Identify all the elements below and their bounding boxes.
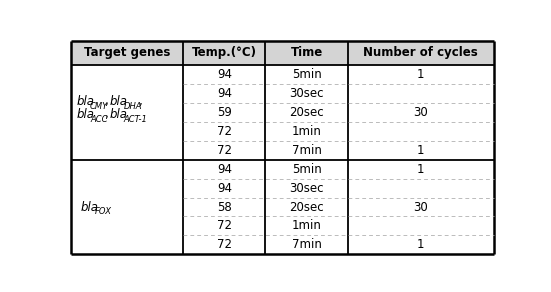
Text: 5min: 5min xyxy=(292,163,322,176)
Text: FOX: FOX xyxy=(94,207,111,216)
Text: 58: 58 xyxy=(217,201,231,213)
Text: 1: 1 xyxy=(417,163,425,176)
Text: 1min: 1min xyxy=(292,125,322,138)
Text: ,: , xyxy=(138,95,142,108)
Text: 94: 94 xyxy=(217,87,232,100)
Text: 94: 94 xyxy=(217,182,232,194)
Text: bla: bla xyxy=(80,201,99,213)
Text: 30sec: 30sec xyxy=(289,87,324,100)
Text: 30sec: 30sec xyxy=(289,182,324,194)
Text: 72: 72 xyxy=(217,238,232,251)
Text: ,: , xyxy=(104,95,108,108)
Text: Temp.(°C): Temp.(°C) xyxy=(192,46,257,60)
Text: 7min: 7min xyxy=(292,144,322,157)
Text: 5min: 5min xyxy=(292,68,322,81)
Text: 72: 72 xyxy=(217,219,232,232)
Text: ,: , xyxy=(104,108,107,121)
Text: 20sec: 20sec xyxy=(289,201,324,213)
Text: 94: 94 xyxy=(217,163,232,176)
Text: 7min: 7min xyxy=(292,238,322,251)
Text: 59: 59 xyxy=(217,106,232,119)
Text: bla: bla xyxy=(76,95,94,108)
Text: 30: 30 xyxy=(413,106,428,119)
Text: ACC: ACC xyxy=(90,115,107,124)
Bar xyxy=(71,41,494,65)
Text: Time: Time xyxy=(290,46,323,60)
Text: 20sec: 20sec xyxy=(289,106,324,119)
Text: DHA: DHA xyxy=(123,102,142,111)
Text: 72: 72 xyxy=(217,144,232,157)
Text: ACT-1: ACT-1 xyxy=(123,115,147,124)
Text: 1min: 1min xyxy=(292,219,322,232)
Text: 30: 30 xyxy=(413,201,428,213)
Text: CMY: CMY xyxy=(90,102,109,111)
Text: 1: 1 xyxy=(417,238,425,251)
Text: bla: bla xyxy=(76,108,94,121)
Text: 1: 1 xyxy=(417,144,425,157)
Text: Target genes: Target genes xyxy=(84,46,170,60)
Text: 72: 72 xyxy=(217,125,232,138)
Text: bla: bla xyxy=(110,95,128,108)
Text: 94: 94 xyxy=(217,68,232,81)
Text: 1: 1 xyxy=(417,68,425,81)
Text: Number of cycles: Number of cycles xyxy=(364,46,478,60)
Text: bla: bla xyxy=(109,108,127,121)
